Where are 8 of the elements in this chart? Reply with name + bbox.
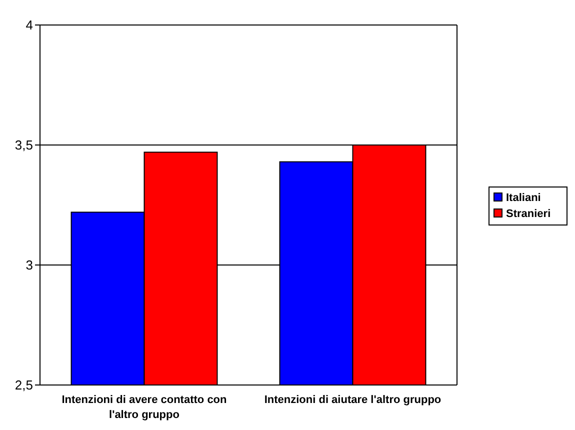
y-tick-label: 2,5 — [14, 378, 33, 393]
x-tick-label: Intenzioni di avere contatto con l'altro gruppo — [62, 394, 228, 421]
y-tick-label: 3 — [26, 258, 33, 273]
legend-label: Italiani — [506, 192, 541, 204]
y-tick-label: 4 — [26, 18, 33, 33]
y-tick-label: 3,5 — [14, 138, 33, 153]
x-tick-label: Intenzioni di aiutare l'altro gruppo — [264, 394, 442, 406]
legend-label: Stranieri — [506, 208, 551, 220]
